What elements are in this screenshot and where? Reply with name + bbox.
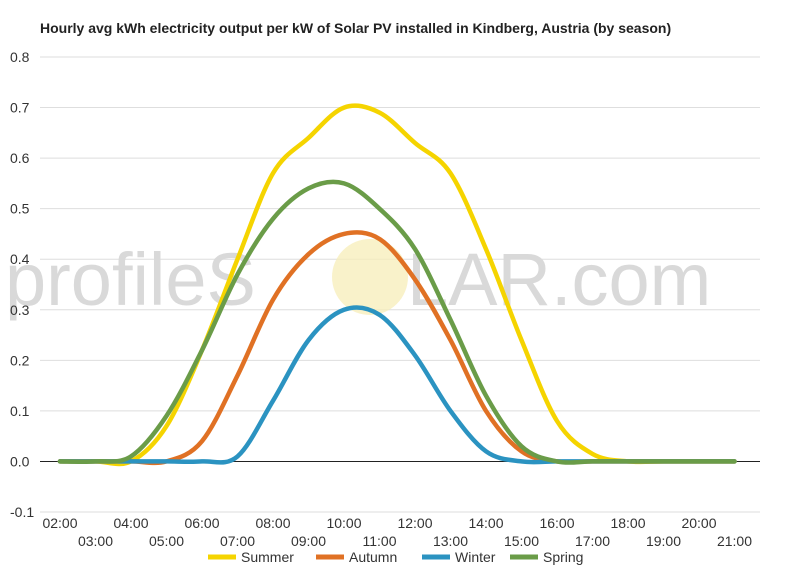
y-tick-label: 0.3 bbox=[10, 302, 30, 318]
y-tick-label: 0.7 bbox=[10, 100, 30, 116]
legend-label-spring: Spring bbox=[543, 549, 583, 565]
x-tick-label: 15:00 bbox=[504, 533, 539, 549]
y-tick-label: -0.1 bbox=[10, 504, 34, 520]
x-tick-label: 20:00 bbox=[681, 515, 716, 531]
y-tick-label: 0.6 bbox=[10, 150, 30, 166]
x-tick-label: 08:00 bbox=[255, 515, 290, 531]
x-tick-label: 16:00 bbox=[539, 515, 574, 531]
x-tick-label: 05:00 bbox=[149, 533, 184, 549]
x-tick-label: 03:00 bbox=[78, 533, 113, 549]
legend-label-summer: Summer bbox=[241, 549, 294, 565]
series-line-spring bbox=[57, 179, 737, 465]
chart-title: Hourly avg kWh electricity output per kW… bbox=[40, 20, 671, 36]
y-tick-label: 0.8 bbox=[10, 49, 30, 65]
legend: Summer Autumn Winter Spring bbox=[208, 549, 583, 565]
y-tick-label: 0.2 bbox=[10, 352, 30, 368]
series-lines bbox=[57, 103, 737, 467]
y-tick-label: 0.1 bbox=[10, 403, 30, 419]
x-tick-label: 12:00 bbox=[397, 515, 432, 531]
y-tick-label: 0.4 bbox=[10, 251, 30, 267]
watermark-sun-icon bbox=[332, 239, 408, 315]
x-tick-label: 06:00 bbox=[184, 515, 219, 531]
x-tick-label: 11:00 bbox=[363, 533, 397, 549]
y-tick-label: 0.0 bbox=[10, 453, 30, 469]
x-tick-label: 18:00 bbox=[610, 515, 645, 531]
legend-label-autumn: Autumn bbox=[349, 549, 397, 565]
x-tick-label: 04:00 bbox=[113, 515, 148, 531]
watermark: profileS LAR.com bbox=[5, 238, 711, 321]
x-tick-label: 19:00 bbox=[646, 533, 681, 549]
x-tick-label: 02:00 bbox=[42, 515, 77, 531]
x-tick-label: 09:00 bbox=[291, 533, 326, 549]
x-tick-label: 10:00 bbox=[326, 515, 361, 531]
y-tick-label: 0.5 bbox=[10, 201, 30, 217]
x-tick-label: 17:00 bbox=[575, 533, 610, 549]
x-tick-label: 21:00 bbox=[717, 533, 752, 549]
x-tick-label: 07:00 bbox=[220, 533, 255, 549]
x-tick-label: 13:00 bbox=[433, 533, 468, 549]
x-tick-label: 14:00 bbox=[468, 515, 503, 531]
y-axis-ticks: -0.1 0.0 0.1 0.2 0.3 0.4 0.5 0.6 0.7 0.8 bbox=[10, 49, 34, 520]
watermark-text-left: profileS bbox=[5, 238, 256, 321]
watermark-text-right: LAR.com bbox=[407, 238, 711, 321]
x-axis-ticks: 02:0003:0004:0005:0006:0007:0008:0009:00… bbox=[42, 515, 752, 549]
legend-label-winter: Winter bbox=[455, 549, 496, 565]
series-line-winter bbox=[57, 305, 737, 465]
